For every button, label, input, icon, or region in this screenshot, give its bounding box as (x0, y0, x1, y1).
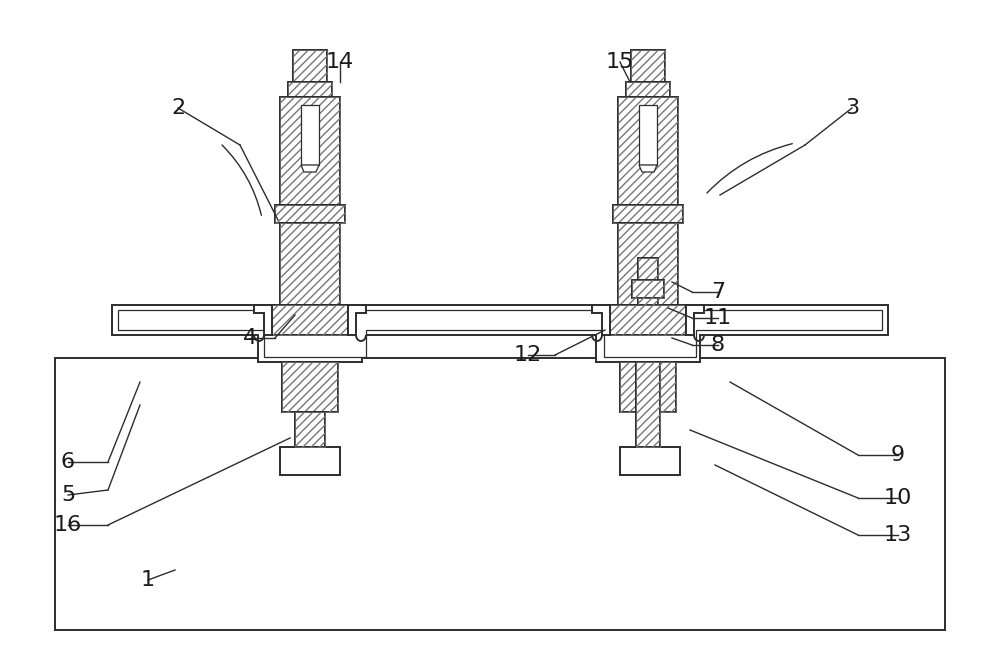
Bar (618, 97, 678, 205)
Bar (626, 82, 670, 97)
Bar (618, 97, 678, 205)
Bar (639, 105, 657, 165)
Bar (613, 205, 683, 223)
Text: 5: 5 (61, 485, 75, 505)
Bar (288, 82, 332, 97)
Text: 10: 10 (884, 488, 912, 508)
Bar (620, 362, 676, 412)
Bar (610, 305, 686, 335)
Text: 9: 9 (891, 445, 905, 465)
Bar (610, 305, 686, 335)
Bar (280, 97, 340, 205)
Bar (636, 362, 660, 447)
Bar (631, 50, 665, 82)
Bar (288, 82, 332, 97)
Bar (280, 223, 340, 305)
Text: 2: 2 (171, 98, 185, 118)
Polygon shape (348, 305, 366, 335)
Bar (55, 358, 945, 630)
Bar (282, 362, 338, 412)
Polygon shape (592, 305, 610, 335)
Bar (618, 223, 678, 305)
Text: 7: 7 (711, 282, 725, 302)
Bar (626, 82, 670, 97)
Polygon shape (686, 305, 704, 335)
Bar (620, 447, 680, 475)
Text: 3: 3 (845, 98, 859, 118)
Polygon shape (112, 305, 888, 362)
Bar (301, 105, 319, 165)
Text: 11: 11 (704, 308, 732, 328)
Text: 6: 6 (61, 452, 75, 472)
Bar (638, 258, 658, 305)
Bar (295, 412, 325, 447)
Bar (282, 362, 338, 412)
Bar (293, 50, 327, 82)
Bar (280, 223, 340, 305)
Text: 15: 15 (606, 52, 634, 72)
Bar (613, 205, 683, 223)
Text: 13: 13 (884, 525, 912, 545)
Text: 1: 1 (141, 570, 155, 590)
Bar (636, 362, 660, 447)
Polygon shape (639, 165, 657, 172)
Bar (280, 97, 340, 205)
Bar (632, 280, 664, 298)
Bar (632, 280, 664, 298)
Bar (275, 205, 345, 223)
Bar (275, 205, 345, 223)
Polygon shape (118, 310, 882, 357)
Bar (638, 258, 658, 305)
Text: 4: 4 (243, 328, 257, 348)
Text: 12: 12 (514, 345, 542, 365)
Bar (272, 305, 348, 335)
Text: 16: 16 (54, 515, 82, 535)
Bar (618, 223, 678, 305)
Polygon shape (254, 305, 272, 335)
Text: 14: 14 (326, 52, 354, 72)
Bar (620, 362, 676, 412)
Polygon shape (301, 165, 319, 172)
Bar (272, 305, 348, 335)
Bar (280, 447, 340, 475)
Text: 8: 8 (711, 335, 725, 355)
Bar (293, 50, 327, 82)
Bar (295, 412, 325, 447)
Bar (631, 50, 665, 82)
